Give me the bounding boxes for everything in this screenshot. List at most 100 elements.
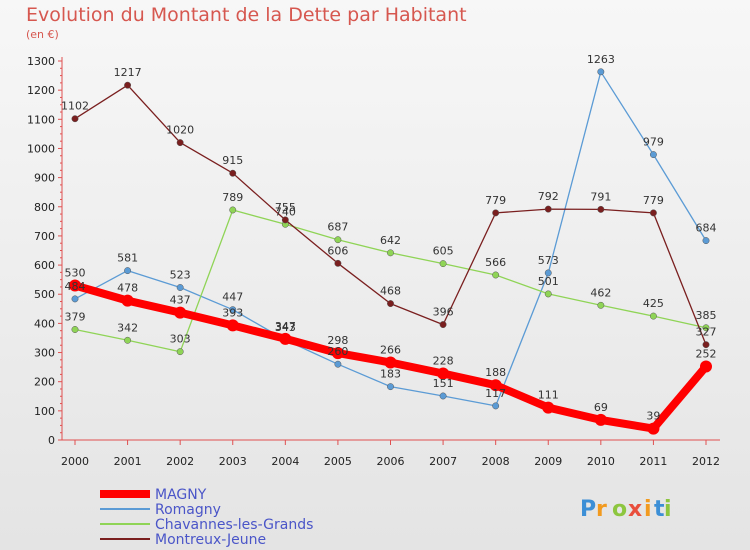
data-label: 1020 (166, 124, 194, 137)
data-label: 393 (222, 306, 243, 319)
data-label: 117 (485, 387, 506, 400)
y-tick-label: 100 (34, 405, 55, 418)
legend-label: Montreux-Jeune (155, 532, 266, 548)
series-chavannes-les-grands (71, 206, 710, 356)
data-point (279, 332, 292, 345)
data-label: 425 (643, 297, 664, 310)
data-label: 605 (433, 245, 454, 258)
data-label: 606 (327, 244, 348, 257)
chart-subtitle: (en €) (26, 28, 59, 41)
chart-series (69, 68, 712, 435)
data-point (437, 367, 450, 380)
y-tick-label: 500 (34, 288, 55, 301)
data-point (544, 205, 552, 213)
data-point (384, 356, 397, 369)
y-tick-label: 400 (34, 317, 55, 330)
data-point (71, 115, 79, 123)
y-tick-label: 800 (34, 201, 55, 214)
data-label: 228 (433, 355, 454, 368)
data-point (331, 347, 344, 360)
data-label: 252 (696, 348, 717, 361)
data-point (124, 336, 132, 344)
data-label: 342 (117, 321, 138, 334)
data-label: 347 (275, 320, 296, 333)
data-label: 530 (65, 266, 86, 279)
data-point (544, 290, 552, 298)
data-label: 303 (170, 333, 191, 346)
data-point (702, 237, 710, 245)
legend-label: Romagny (155, 502, 221, 518)
chart-data-labels: 530 478 437 393 347 298 266 228 188 111 69 39 252 484… (61, 53, 717, 423)
y-tick-label: 300 (34, 347, 55, 360)
data-label: 151 (433, 377, 454, 390)
logo-letter: t (654, 497, 665, 522)
data-point (594, 413, 607, 426)
data-label: 566 (485, 256, 506, 269)
data-point (387, 383, 394, 391)
y-tick-label: 1200 (27, 84, 55, 97)
data-point (492, 209, 500, 217)
series-magny (69, 279, 712, 435)
y-tick-label: 1000 (27, 142, 55, 155)
data-label: 69 (594, 401, 608, 414)
logo-letter: o (612, 497, 627, 522)
data-label: 379 (65, 311, 86, 324)
data-label: 523 (170, 269, 191, 282)
x-tick-label: 2008 (482, 455, 510, 468)
data-point (702, 341, 710, 349)
data-point (647, 422, 660, 435)
data-label: 573 (538, 254, 559, 267)
x-tick-label: 2002 (166, 455, 194, 468)
data-label: 298 (327, 334, 348, 347)
data-label: 343 (275, 321, 296, 334)
data-label: 755 (275, 201, 296, 214)
data-point (702, 324, 710, 332)
data-point (439, 392, 447, 400)
data-label: 791 (590, 190, 611, 203)
series-romagny (71, 68, 710, 410)
data-point (597, 68, 605, 76)
data-label: 1263 (587, 53, 615, 66)
data-label: 462 (590, 286, 611, 299)
data-point (229, 206, 237, 214)
data-label: 789 (222, 191, 243, 204)
chart-legend: MAGNYRomagnyChavannes-les-GrandsMontreux… (100, 487, 313, 548)
data-point (542, 401, 555, 414)
y-tick-label: 700 (34, 230, 55, 243)
data-point (71, 326, 79, 333)
logo-letter: P (580, 497, 596, 522)
data-label: 687 (327, 221, 348, 234)
logo-letter: i (664, 497, 672, 522)
data-label: 396 (433, 306, 454, 319)
x-tick-label: 2011 (639, 455, 667, 468)
logo-letter: i (644, 497, 652, 522)
data-label: 501 (538, 275, 559, 288)
x-tick-label: 2000 (61, 455, 89, 468)
legend-label: Chavannes-les-Grands (155, 517, 313, 533)
data-label: 1102 (61, 100, 89, 113)
data-point (334, 236, 342, 244)
data-point (700, 360, 712, 373)
data-label: 779 (643, 194, 664, 207)
x-tick-label: 2005 (324, 455, 352, 468)
data-label: 266 (380, 343, 401, 356)
data-point (439, 260, 447, 268)
data-label: 979 (643, 136, 664, 149)
data-point (492, 402, 500, 410)
data-point (439, 321, 447, 329)
data-point (544, 269, 552, 277)
data-point (597, 205, 605, 213)
data-label: 581 (117, 252, 138, 265)
data-point (281, 216, 289, 224)
data-point (489, 379, 502, 392)
data-label: 447 (222, 291, 243, 304)
data-label: 188 (485, 366, 506, 379)
logo-letter: r (596, 497, 607, 522)
data-label: 792 (538, 190, 559, 203)
logo-letter: x (628, 497, 642, 522)
data-label: 183 (380, 368, 401, 381)
data-label: 468 (380, 285, 401, 298)
data-point (334, 259, 342, 267)
data-label: 111 (538, 389, 559, 402)
y-tick-label: 1300 (27, 55, 55, 68)
